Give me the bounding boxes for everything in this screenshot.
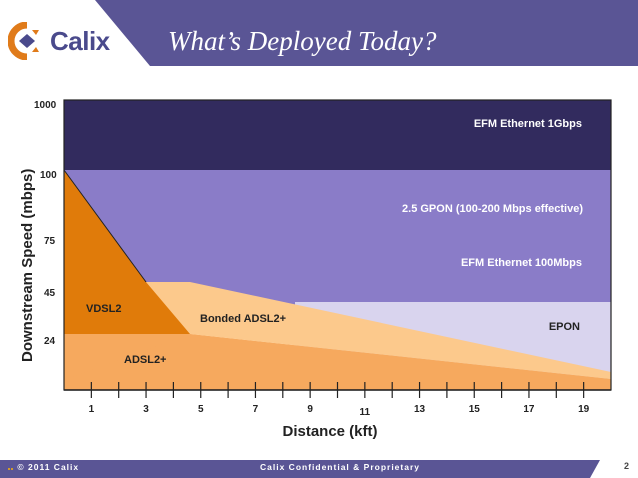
header-band-shape — [95, 0, 638, 66]
region-efm-1g — [64, 100, 611, 170]
label-bonded-adsl2: Bonded ADSL2+ — [200, 313, 286, 325]
slide-title: What’s Deployed Today? — [168, 26, 437, 56]
slide-footer: © 2011 Calix Calix Confidential & Propri… — [0, 460, 638, 478]
y-tick-100: 100 — [40, 170, 57, 181]
calix-logo-icon — [8, 22, 39, 60]
y-tick-45: 45 — [44, 288, 56, 299]
region-adsl2-base — [64, 334, 611, 390]
header-band — [95, 0, 638, 66]
x-tick-label: 19 — [578, 404, 590, 415]
speed-distance-chart: EFM Ethernet 1Gbps 2.5 GPON (100-200 Mbp… — [19, 99, 612, 440]
y-axis-title: Downstream Speed (mbps) — [19, 169, 36, 362]
label-vdsl2: VDSL2 — [86, 303, 121, 315]
label-efm-1g: EFM Ethernet 1Gbps — [474, 118, 582, 130]
x-tick-label: 3 — [143, 404, 149, 415]
slide-header: Calix What’s Deployed Today? — [0, 0, 638, 66]
y-tick-75: 75 — [44, 236, 56, 247]
x-tick-label: 15 — [469, 404, 481, 415]
label-epon: EPON — [549, 321, 580, 333]
footer-band — [0, 460, 600, 478]
calix-logo: Calix — [8, 22, 110, 60]
label-adsl2: ADSL2+ — [124, 354, 167, 366]
x-tick-label: 11 — [360, 407, 371, 418]
brand-name: Calix — [50, 25, 110, 56]
region-vdsl2 — [64, 170, 190, 334]
y-tick-24: 24 — [44, 336, 56, 347]
footer-copyright-text: © 2011 Calix — [17, 462, 80, 472]
label-efm-100: EFM Ethernet 100Mbps — [461, 257, 582, 269]
x-axis-title: Distance (kft) — [282, 423, 377, 440]
label-gpon: 2.5 GPON (100-200 Mbps effective) — [402, 203, 583, 215]
x-tick-label: 9 — [307, 404, 313, 415]
x-ticks: 1 3 5 7 9 11 13 15 17 19 — [89, 382, 590, 418]
footer-copyright: © 2011 Calix — [8, 462, 79, 472]
x-tick-label: 5 — [198, 404, 204, 415]
x-tick-label: 13 — [414, 404, 426, 415]
y-tick-1000: 1000 — [34, 100, 57, 111]
x-tick-label: 17 — [523, 404, 535, 415]
x-tick-label: 1 — [89, 404, 95, 415]
region-bonded-adsl2 — [146, 282, 611, 379]
page-number: 2 — [624, 461, 630, 471]
x-tick-label: 7 — [253, 404, 259, 415]
footer-confidential: Calix Confidential & Proprietary — [260, 462, 420, 472]
